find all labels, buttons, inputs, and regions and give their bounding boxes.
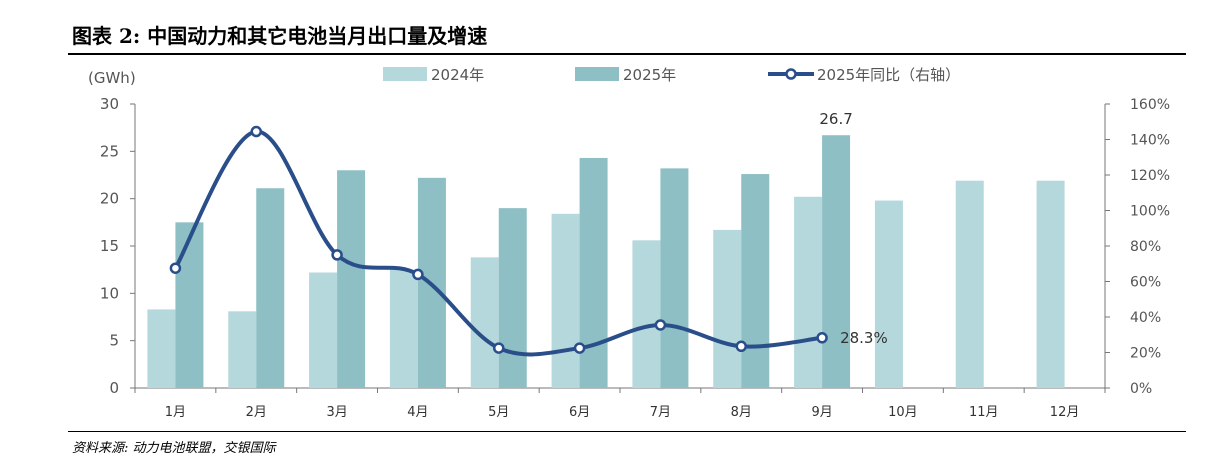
y-axis-unit-label: (GWh) <box>88 69 136 87</box>
bar-2024 <box>389 269 418 388</box>
legend-swatch-2025 <box>575 67 619 81</box>
x-tick-label: 11月 <box>969 405 999 420</box>
yoy-marker <box>250 125 262 138</box>
yoy-marker <box>735 340 747 353</box>
bar-value-label: 26.7 <box>819 110 852 128</box>
data-labels: 26.7 28.3% <box>819 110 887 347</box>
bars <box>147 135 1065 388</box>
left-tick-label: 5 <box>109 332 119 350</box>
legend: 2024年 2025年 2025年同比（右轴） <box>383 66 960 84</box>
bar-2024 <box>309 272 338 388</box>
yoy-marker <box>816 332 828 344</box>
yoy-marker <box>573 342 586 354</box>
x-tick-label: 5月 <box>488 405 509 420</box>
right-tick-label: 0% <box>1130 381 1152 397</box>
source-note: 资料来源: 动力电池联盟，交银国际 <box>72 441 276 456</box>
x-tick-label: 1月 <box>165 405 186 420</box>
x-tick-label: 7月 <box>650 405 671 420</box>
bar-2025 <box>741 174 770 388</box>
bar-2024 <box>632 240 661 388</box>
x-tick-label: 6月 <box>569 405 590 420</box>
bar-2025 <box>337 170 366 388</box>
yoy-marker <box>331 249 343 261</box>
left-tick-label: 30 <box>100 95 119 113</box>
yoy-marker <box>493 342 505 354</box>
x-tick-label: 8月 <box>731 405 752 420</box>
axes: (GWh) 0 5 10 15 20 25 30 0% 20% 40% 60% 80% 100% 120% 1… <box>88 69 1170 420</box>
x-tick-label: 12月 <box>1050 405 1080 420</box>
bar-2025 <box>579 157 608 388</box>
bar-2025 <box>498 208 527 388</box>
left-tick-label: 0 <box>109 379 119 397</box>
footer-divider <box>68 431 1186 432</box>
x-tick-label: 10月 <box>888 405 918 420</box>
right-tick-label: 80% <box>1130 239 1161 255</box>
bar-2024 <box>794 196 823 388</box>
bar-2024 <box>713 229 742 388</box>
x-tick-label: 3月 <box>326 405 347 420</box>
bar-2025 <box>175 222 204 388</box>
right-tick-label: 100% <box>1130 204 1170 220</box>
left-tick-label: 15 <box>100 237 119 255</box>
bar-2025 <box>256 188 285 388</box>
x-tick-label: 2月 <box>246 405 267 420</box>
left-tick-label: 10 <box>100 284 119 302</box>
left-tick-label: 25 <box>100 142 119 160</box>
left-tick-label: 20 <box>100 190 119 208</box>
bar-2024 <box>228 311 257 388</box>
bar-2024 <box>551 213 580 388</box>
legend-swatch-2024 <box>383 67 427 81</box>
right-tick-label: 60% <box>1130 275 1161 291</box>
legend-label-2024: 2024年 <box>431 66 484 84</box>
right-tick-label: 160% <box>1130 97 1170 113</box>
bar-2024 <box>470 257 499 388</box>
x-tick-label: 4月 <box>407 405 428 420</box>
bar-2025 <box>660 168 689 388</box>
legend-marker-yoy <box>785 68 797 80</box>
line-value-label: 28.3% <box>840 329 888 347</box>
yoy-line <box>169 125 828 357</box>
yoy-marker <box>412 268 424 281</box>
right-tick-label: 40% <box>1130 310 1161 326</box>
bar-2024 <box>147 309 176 388</box>
right-tick-label: 20% <box>1130 346 1161 362</box>
bar-2025 <box>822 135 851 388</box>
right-tick-label: 140% <box>1130 133 1170 149</box>
yoy-marker <box>169 262 182 274</box>
right-tick-label: 120% <box>1130 168 1170 184</box>
x-tick-label: 9月 <box>811 405 832 420</box>
bar-2024 <box>955 180 984 388</box>
legend-label-yoy: 2025年同比（右轴） <box>817 66 960 84</box>
yoy-marker <box>654 319 667 331</box>
chart-title: 图表 2: 中国动力和其它电池当月出口量及增速 <box>72 24 488 48</box>
bar-2024 <box>874 200 903 388</box>
title-divider <box>68 53 1186 55</box>
bar-2024 <box>1036 180 1065 388</box>
legend-label-2025: 2025年 <box>623 66 676 84</box>
